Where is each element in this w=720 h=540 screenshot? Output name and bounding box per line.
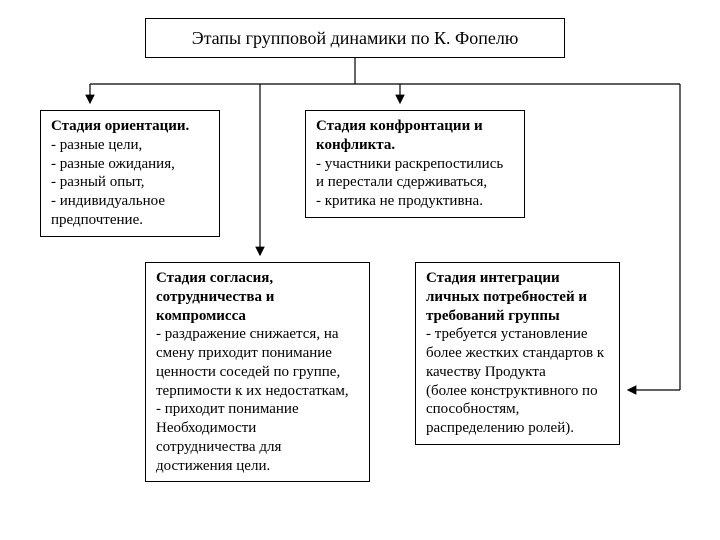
stage-integration-body: - требуется установление более жестких с… (426, 325, 609, 438)
diagram-title: Этапы групповой динамики по К. Фопелю (145, 18, 565, 58)
stage-consensus-body: - раздражение снижается, на смену приход… (156, 325, 359, 475)
stage-consensus: Стадия согласия, сотрудничества и компро… (145, 262, 370, 482)
stage-orientation-body: - разные цели, - разные ожидания, - разн… (51, 136, 209, 230)
stage-orientation: Стадия ориентации. - разные цели, - разн… (40, 110, 220, 237)
stage-confrontation: Стадия конфронтации и конфликта. - участ… (305, 110, 525, 218)
stage-confrontation-title: Стадия конфронтации и конфликта. (316, 117, 514, 155)
stage-consensus-title: Стадия согласия, сотрудничества и компро… (156, 269, 359, 325)
stage-confrontation-body: - участники раскрепостились и перестали … (316, 155, 514, 211)
stage-orientation-title: Стадия ориентации. (51, 117, 209, 136)
diagram-title-text: Этапы групповой динамики по К. Фопелю (192, 28, 519, 48)
stage-integration-title: Стадия интеграции личных потребностей и … (426, 269, 609, 325)
stage-integration: Стадия интеграции личных потребностей и … (415, 262, 620, 445)
